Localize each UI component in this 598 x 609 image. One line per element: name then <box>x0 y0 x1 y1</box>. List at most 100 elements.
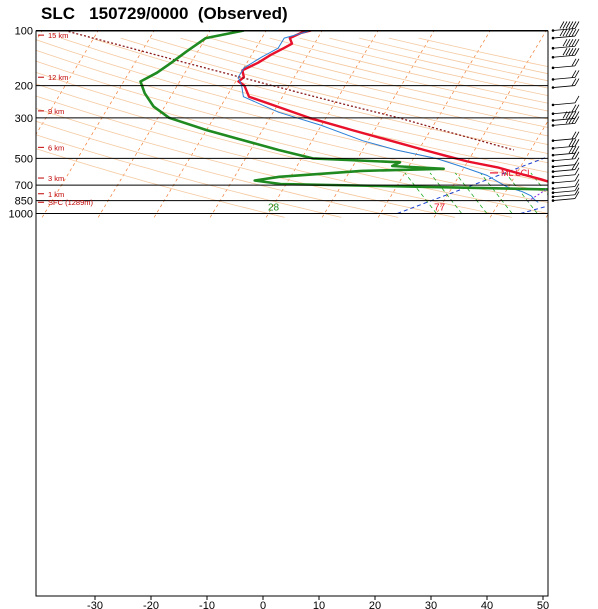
wind-barb-staff <box>552 65 576 69</box>
wind-barb-station <box>551 86 555 89</box>
mixing-ratio-line <box>429 172 463 214</box>
wind-barb-flag <box>571 131 577 139</box>
wind-barb <box>551 167 580 179</box>
wind-barb-flag <box>574 70 580 78</box>
mixing-ratio-line <box>530 172 548 196</box>
wind-barb <box>551 104 580 116</box>
wind-barb-flag <box>571 116 577 124</box>
wind-barb-flag <box>568 21 574 29</box>
wind-barb <box>551 28 580 40</box>
wind-barb-flag <box>565 116 571 124</box>
moist-adiabat-line <box>397 156 548 214</box>
wind-barb-station <box>551 191 555 195</box>
wind-barb-station <box>551 199 555 202</box>
x-tick-label: -20 <box>143 600 159 609</box>
wind-barb-staff <box>552 158 576 162</box>
plot-area <box>36 31 588 218</box>
wind-barb-flag <box>571 151 577 159</box>
wind-barb <box>551 183 580 195</box>
x-tick-label: -30 <box>87 600 103 609</box>
pressure-tick-label: 700 <box>15 180 33 192</box>
dry-adiabat-line <box>36 107 455 218</box>
x-tick-label: 20 <box>369 600 381 609</box>
wind-barb <box>551 21 580 32</box>
wind-barb-flag <box>574 131 580 139</box>
plot-frame <box>35 30 549 597</box>
wind-barb-flag <box>574 116 580 124</box>
wind-barb <box>551 78 580 89</box>
wind-barb-flag <box>571 58 577 67</box>
wind-barb-flag <box>562 39 568 47</box>
wind-barb-flag <box>568 145 574 154</box>
wind-barb-flag <box>565 21 571 29</box>
wind-barb-flag <box>574 167 580 175</box>
wind-barb-flag <box>574 187 580 195</box>
wind-barb-flag <box>559 21 565 29</box>
wind-barb-station <box>551 139 555 142</box>
dry-adiabat-line <box>329 37 548 89</box>
dry-adiabat-line <box>180 37 548 128</box>
height-label: 3 km <box>48 174 64 183</box>
wind-barb-flag <box>562 21 568 29</box>
wind-barb-staff <box>552 174 576 178</box>
wind-barb-flag <box>562 111 568 119</box>
x-tick-label: -10 <box>199 600 215 609</box>
dry-adiabat-line <box>359 37 548 82</box>
wind-barb-staff <box>552 35 576 39</box>
wind-barb-staff <box>552 164 576 168</box>
wind-barb-flag <box>571 39 577 47</box>
pressure-tick-label: 1000 <box>9 209 33 221</box>
wind-barb <box>551 95 580 107</box>
wind-barb <box>551 70 580 81</box>
isotherm-line <box>36 31 99 136</box>
x-tick-label: 40 <box>481 600 493 609</box>
mixing-ratio-line <box>556 173 588 214</box>
temperature-line <box>237 31 548 183</box>
wind-barb-flag <box>565 48 571 56</box>
wind-barb-flag <box>574 162 580 170</box>
wind-barb-staff <box>552 190 576 194</box>
mixing-ratio-line <box>505 172 538 214</box>
wind-barb-station <box>551 195 555 199</box>
wind-barb-flag <box>571 139 577 147</box>
wind-barb-station <box>551 78 555 81</box>
wind-barb-station <box>551 187 555 190</box>
wind-barb-flag <box>574 179 580 187</box>
wind-barb-staff <box>552 85 576 88</box>
height-label: 1 km <box>48 190 64 199</box>
wind-barb-staff <box>552 152 576 156</box>
pressure-tick-label: 300 <box>15 113 33 125</box>
mixing-ratio-line <box>454 172 488 214</box>
wind-barb-flag <box>562 28 568 37</box>
wind-barb <box>551 173 580 185</box>
wind-barb-flag <box>574 191 580 199</box>
wind-barb-staff <box>552 111 576 115</box>
isotherm-line <box>489 120 548 218</box>
wind-barb-station <box>551 29 555 32</box>
height-label: 15 km <box>48 31 68 40</box>
wind-barb-flag <box>562 48 568 56</box>
dry-adiabat-line <box>150 37 548 137</box>
pressure-tick-label: 200 <box>15 81 33 93</box>
dry-adiabat-line <box>36 134 342 218</box>
wind-barb <box>551 191 580 202</box>
height-label: 6 km <box>48 143 64 152</box>
wind-barb-flag <box>574 95 580 104</box>
wind-barb-flag <box>574 173 580 182</box>
surface-dewpoint-label: 28 <box>268 203 280 214</box>
wind-barb-station <box>551 146 555 150</box>
wind-barb-flag <box>571 48 577 56</box>
wind-barb-station <box>551 124 555 127</box>
x-tick-label: 30 <box>425 600 437 609</box>
wind-barb <box>551 187 580 199</box>
wind-barb-flag <box>574 58 580 67</box>
virtual-temperature-line <box>237 31 539 203</box>
wind-barb-station <box>551 170 555 173</box>
wind-barb-flag <box>574 151 580 159</box>
wind-barb-flag <box>574 139 580 147</box>
wind-barb <box>551 162 580 173</box>
wind-barb-station <box>551 159 555 163</box>
wind-barb-station <box>551 46 555 50</box>
wind-barb-flag <box>574 21 580 29</box>
